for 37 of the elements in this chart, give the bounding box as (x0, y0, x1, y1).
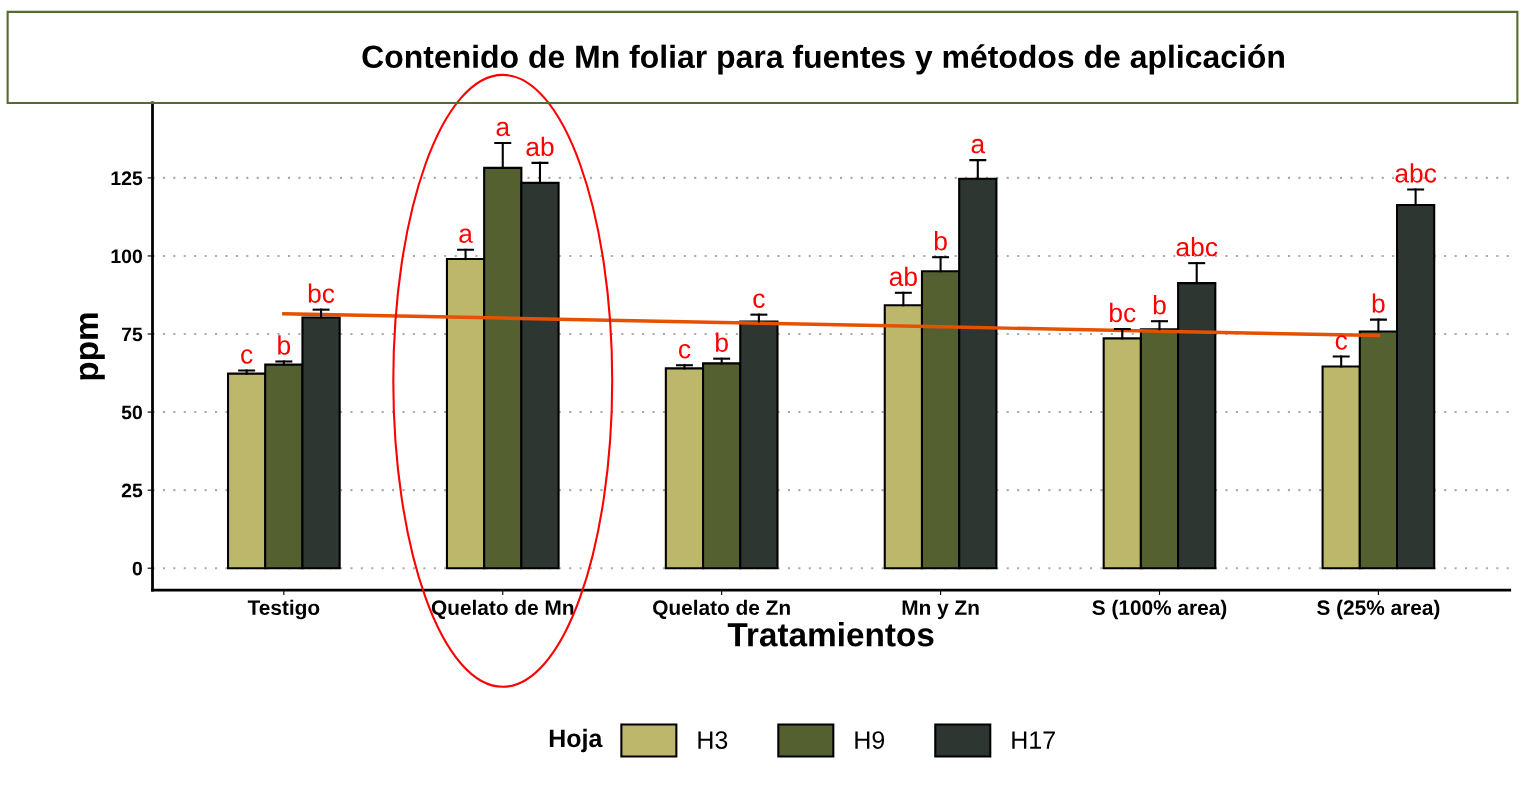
data-label: b (1372, 293, 1385, 313)
x-axis-title: Tratamientos (727, 622, 934, 647)
x-tick-label: Testigo (247, 599, 320, 620)
data-label: a (496, 121, 511, 137)
y-tick-label: 125 (111, 171, 143, 186)
legend-title: Hoja (549, 728, 603, 753)
x-tick-label: Mn y Zn (902, 600, 979, 620)
data-label: c (753, 293, 765, 308)
legend-label: H3 (698, 731, 728, 749)
data-label: ab (526, 136, 554, 157)
data-label: b (278, 335, 291, 355)
y-tick-label: 100 (111, 249, 142, 264)
data-label: c (678, 344, 691, 359)
y-tick-label: 25 (121, 483, 143, 498)
y-tick-label: 75 (121, 327, 143, 342)
y-tick-label: 50 (121, 405, 142, 420)
data-label: abc (1395, 163, 1437, 183)
y-tick-label: 0 (132, 561, 142, 576)
data-label: b (1153, 295, 1166, 315)
data-label: bc (308, 283, 335, 303)
data-label: ab (889, 266, 917, 287)
chart-title: Contenido de Mn foliar para fuentes y métodos de aplicación (362, 44, 1284, 75)
data-label: abc (1176, 236, 1218, 257)
data-label: bc (1110, 302, 1136, 323)
data-label: a (971, 138, 986, 154)
data-label: c (241, 349, 253, 364)
data-label: b (716, 332, 728, 352)
legend-label: H17 (1012, 731, 1055, 749)
data-label: c (1335, 335, 1348, 350)
x-tick-label: Quelato de Zn (653, 599, 790, 619)
data-label: a (459, 228, 473, 243)
y-axis-title: ppm (79, 313, 105, 380)
data-label: b (934, 231, 947, 251)
x-tick-label: S (25% area) (1317, 599, 1440, 620)
x-tick-label: Quelato de Mn (431, 599, 574, 619)
x-tick-label: S (100% area) (1092, 599, 1227, 620)
legend-label: H9 (855, 731, 885, 749)
